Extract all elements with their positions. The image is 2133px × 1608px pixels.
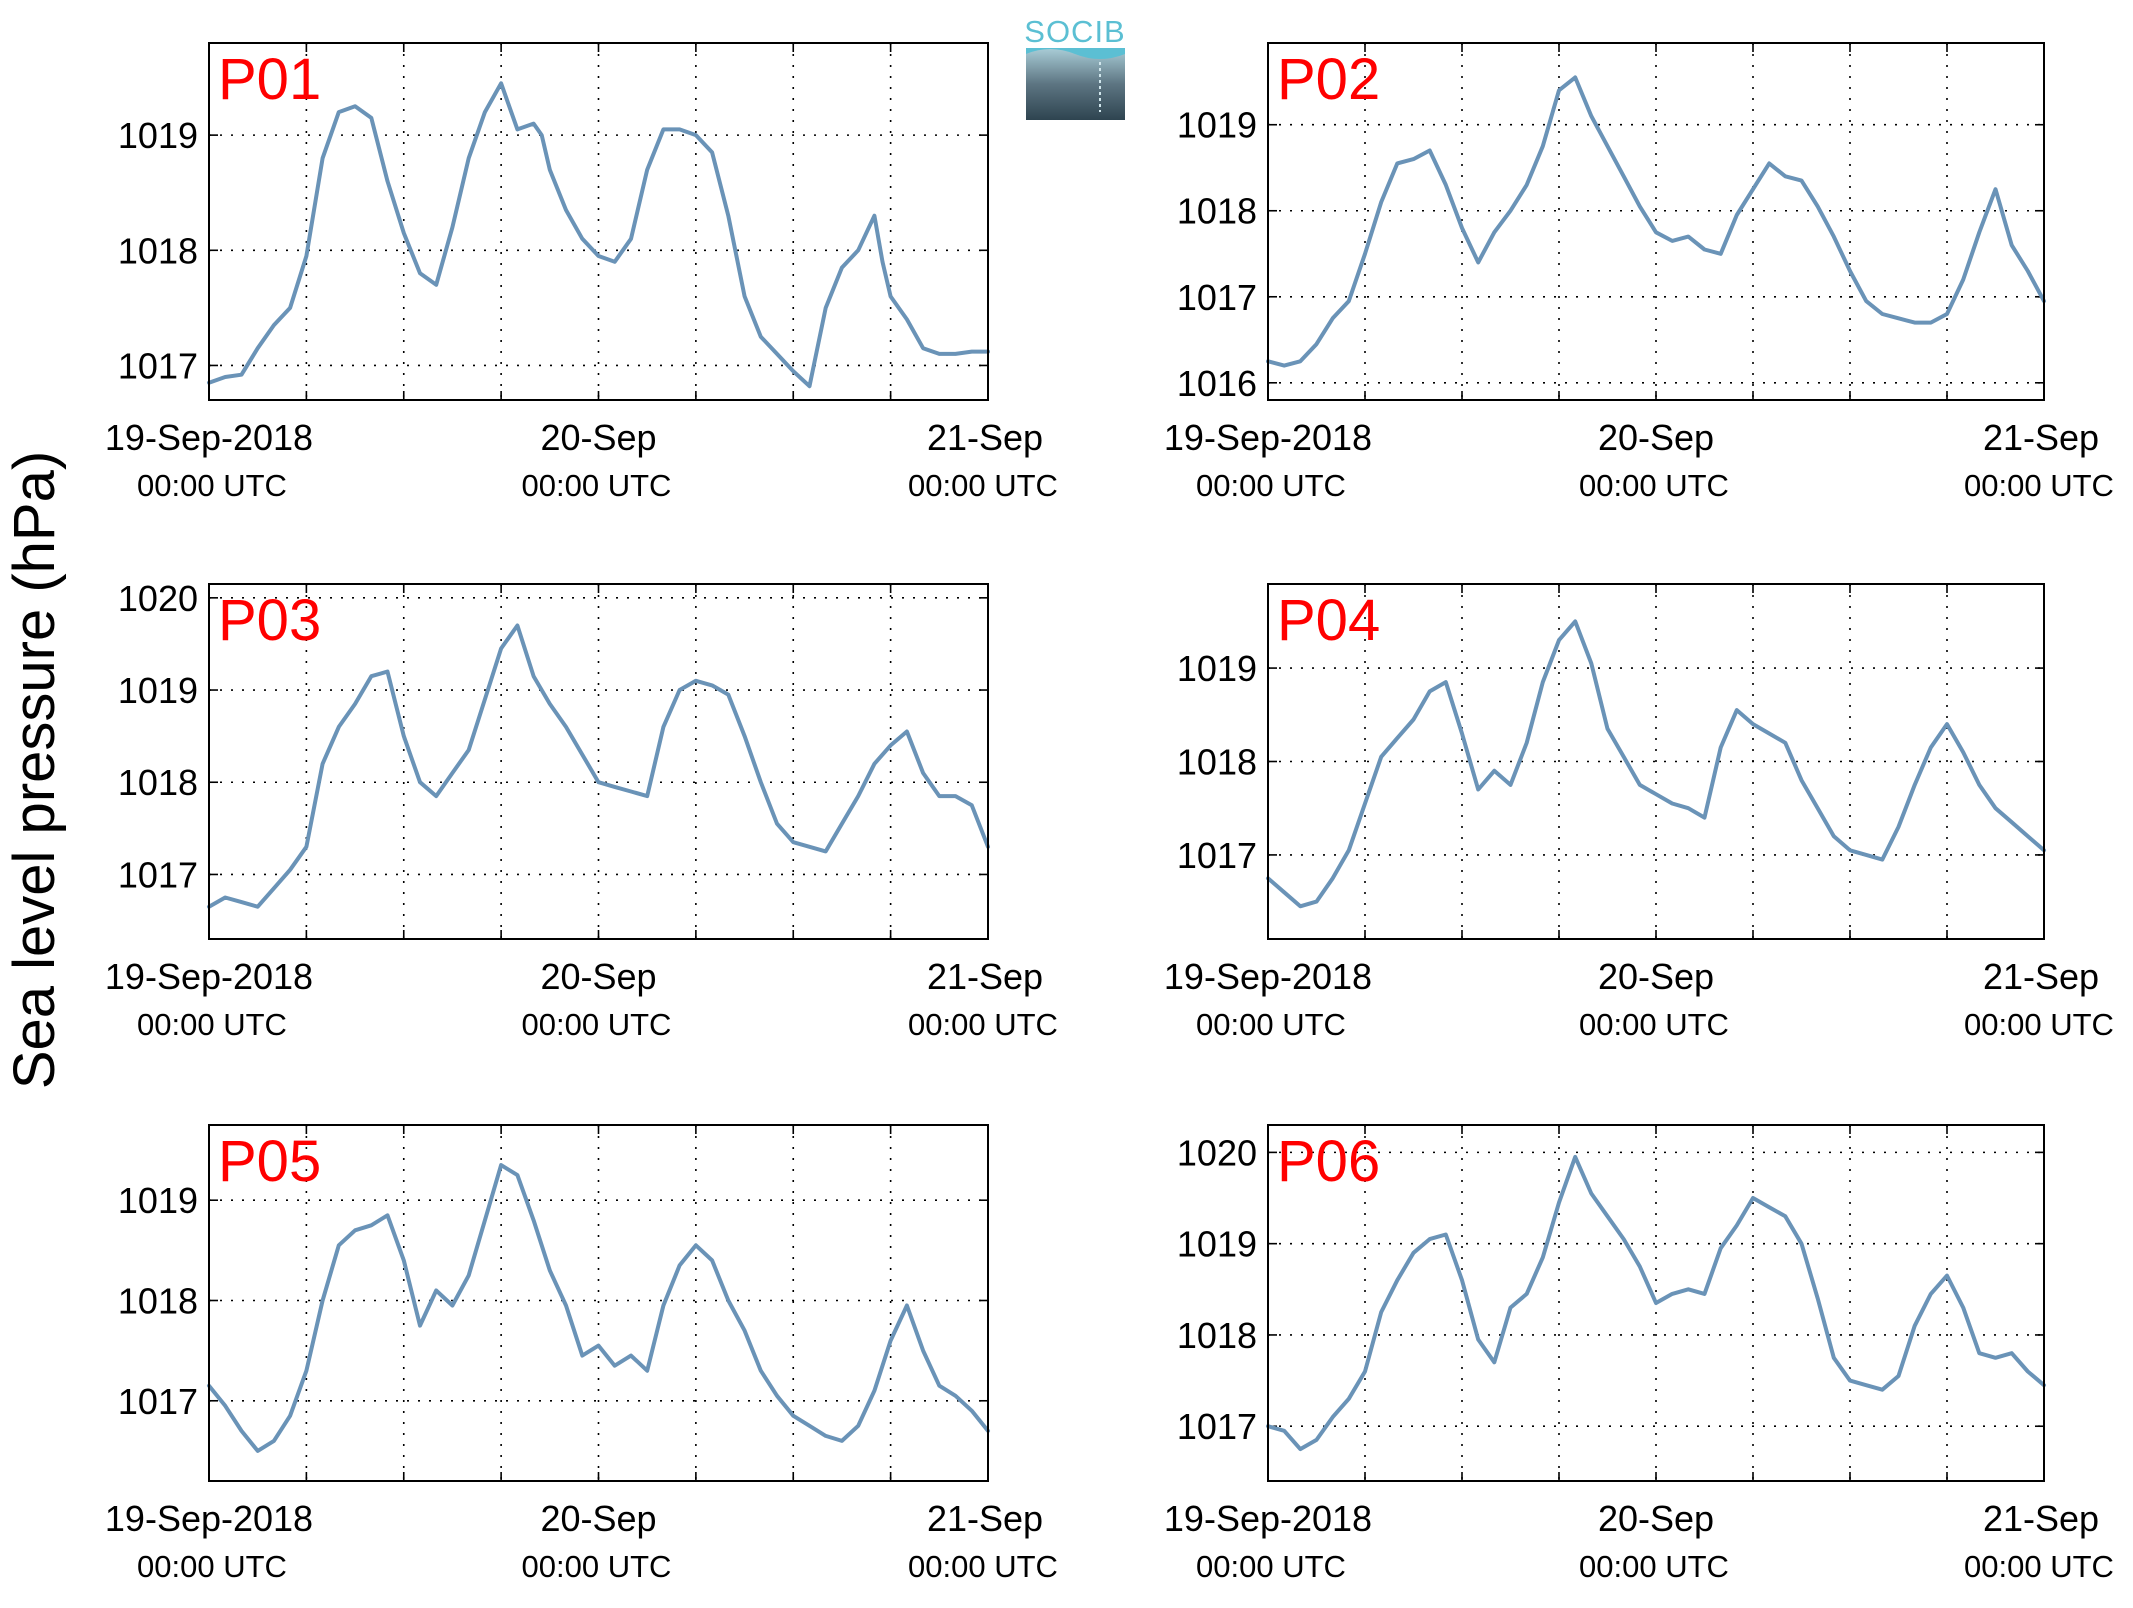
- y-tick-label: 1016: [1177, 363, 1257, 404]
- series-line-p05: [207, 1163, 990, 1453]
- axes-frame: [208, 583, 989, 940]
- x-tick-label: 19-Sep-2018: [1164, 1498, 1372, 1539]
- y-tick-label: 1017: [118, 854, 198, 895]
- x-tick-sublabel: 00:00 UTC: [1964, 1549, 2114, 1584]
- panel-p03: 1017 1018 1019 1020 P03 19-Sep-2018 00:00 UTC 2…: [105, 578, 1058, 1042]
- y-tick-label: 1019: [118, 670, 198, 711]
- panel-tag: P06: [1277, 1129, 1380, 1194]
- y-tick-label: 1017: [1177, 1406, 1257, 1447]
- y-axis-label: Sea level pressure (hPa): [2, 451, 67, 1089]
- socib-logo-text: SOCIB: [1024, 14, 1125, 49]
- panel-p01: 1017 1018 1019 P01 19-Sep-2018 00:00 UTC 20-Se…: [105, 42, 1058, 503]
- x-tick-sublabel: 00:00 UTC: [522, 1007, 672, 1042]
- x-tick-sublabel: 00:00 UTC: [908, 468, 1058, 503]
- series-line-p06: [1266, 1154, 2046, 1452]
- x-tick-sublabel: 00:00 UTC: [1579, 1007, 1729, 1042]
- axes-frame: [208, 42, 989, 401]
- x-tick-sublabel: 00:00 UTC: [137, 468, 287, 503]
- y-tick-label: 1019: [1177, 105, 1257, 146]
- axes-frame: [208, 1124, 989, 1482]
- axes-frame: [1267, 583, 2045, 940]
- y-tick-label: 1017: [118, 1381, 198, 1422]
- panel-p04: 1017 1018 1019 P04 19-Sep-2018 00:00 UTC 20-Se…: [1164, 583, 2114, 1042]
- x-tick-label: 21-Sep: [1983, 417, 2099, 458]
- series-line-p01: [207, 81, 990, 389]
- x-tick-label: 20-Sep: [540, 417, 656, 458]
- series-line-p04: [1266, 619, 2046, 909]
- panel-tag: P04: [1277, 588, 1380, 653]
- x-tick-label: 21-Sep: [927, 417, 1043, 458]
- x-tick-label: 19-Sep-2018: [105, 956, 313, 997]
- x-tick-sublabel: 00:00 UTC: [1196, 1549, 1346, 1584]
- x-tick-sublabel: 00:00 UTC: [522, 1549, 672, 1584]
- socib-logo-wave-icon: [1026, 48, 1125, 59]
- x-tick-label: 20-Sep: [1598, 956, 1714, 997]
- panel-tag: P02: [1277, 47, 1380, 112]
- x-tick-label: 20-Sep: [540, 1498, 656, 1539]
- x-tick-label: 21-Sep: [927, 956, 1043, 997]
- panel-p02: 1016 1017 1018 1019 P02 19-Sep-2018 00:00 UTC 2…: [1164, 42, 2114, 503]
- x-tick-sublabel: 00:00 UTC: [1196, 468, 1346, 503]
- panel-p05: 1017 1018 1019 P05 19-Sep-2018 00:00 UTC 20-Se…: [105, 1124, 1058, 1584]
- x-tick-sublabel: 00:00 UTC: [1964, 1007, 2114, 1042]
- x-tick-sublabel: 00:00 UTC: [1964, 468, 2114, 503]
- y-tick-label: 1019: [118, 115, 198, 156]
- x-tick-sublabel: 00:00 UTC: [908, 1549, 1058, 1584]
- x-tick-label: 20-Sep: [540, 956, 656, 997]
- y-tick-label: 1018: [1177, 191, 1257, 232]
- panel-p06: 1017 1018 1019 1020 P06 19-Sep-2018 00:00 UTC 2…: [1164, 1124, 2114, 1584]
- x-tick-label: 19-Sep-2018: [105, 1498, 313, 1539]
- y-tick-label: 1018: [1177, 1315, 1257, 1356]
- y-tick-label: 1017: [1177, 277, 1257, 318]
- x-tick-label: 19-Sep-2018: [1164, 956, 1372, 997]
- y-tick-label: 1017: [118, 345, 198, 386]
- x-tick-label: 19-Sep-2018: [105, 417, 313, 458]
- y-tick-label: 1018: [118, 230, 198, 271]
- y-tick-label: 1019: [1177, 1224, 1257, 1265]
- y-tick-label: 1018: [118, 762, 198, 803]
- x-tick-sublabel: 00:00 UTC: [1579, 1549, 1729, 1584]
- y-tick-label: 1020: [1177, 1132, 1257, 1173]
- x-tick-sublabel: 00:00 UTC: [908, 1007, 1058, 1042]
- x-tick-label: 21-Sep: [1983, 1498, 2099, 1539]
- panel-tag: P03: [218, 588, 321, 653]
- series-line-p03: [207, 623, 990, 909]
- x-tick-label: 21-Sep: [927, 1498, 1043, 1539]
- y-tick-label: 1017: [1177, 835, 1257, 876]
- socib-logo-block: [1026, 48, 1125, 120]
- y-tick-label: 1018: [1177, 742, 1257, 783]
- x-tick-sublabel: 00:00 UTC: [522, 468, 672, 503]
- x-tick-label: 21-Sep: [1983, 956, 2099, 997]
- series-line-p02: [1266, 75, 2046, 368]
- y-tick-label: 1018: [118, 1280, 198, 1321]
- y-tick-label: 1019: [1177, 648, 1257, 689]
- socib-logo: SOCIB: [1024, 14, 1125, 120]
- axes-frame: [1267, 42, 2045, 401]
- panel-tag: P01: [218, 47, 321, 112]
- axes-frame: [1267, 1124, 2045, 1482]
- y-tick-label: 1019: [118, 1180, 198, 1221]
- x-tick-sublabel: 00:00 UTC: [137, 1007, 287, 1042]
- x-tick-label: 19-Sep-2018: [1164, 417, 1372, 458]
- y-tick-label: 1020: [118, 578, 198, 619]
- x-tick-sublabel: 00:00 UTC: [1579, 468, 1729, 503]
- x-tick-label: 20-Sep: [1598, 1498, 1714, 1539]
- x-tick-sublabel: 00:00 UTC: [1196, 1007, 1346, 1042]
- x-tick-sublabel: 00:00 UTC: [137, 1549, 287, 1584]
- x-tick-label: 20-Sep: [1598, 417, 1714, 458]
- panel-tag: P05: [218, 1129, 321, 1194]
